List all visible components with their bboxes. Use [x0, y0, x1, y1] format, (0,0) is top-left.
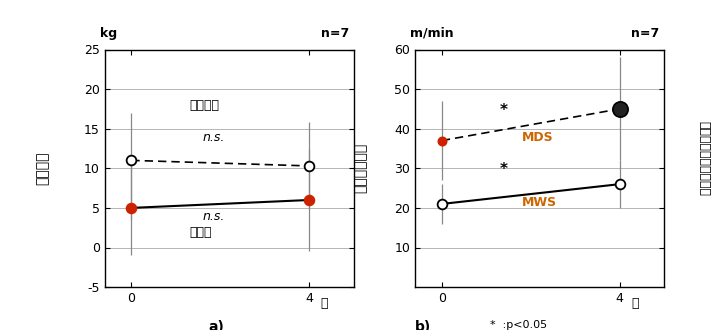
Text: 麺痺側: 麺痺側: [189, 226, 212, 239]
Text: *: *: [500, 162, 508, 177]
Text: 週: 週: [321, 297, 328, 310]
Text: *  :p<0.05: * :p<0.05: [490, 320, 547, 330]
Text: b): b): [415, 320, 432, 330]
Text: n=7: n=7: [321, 27, 349, 40]
Text: 足澕ぎ車椅子走行速度: 足澕ぎ車椅子走行速度: [697, 121, 710, 196]
Text: *: *: [500, 103, 508, 118]
Text: MDS: MDS: [522, 131, 554, 144]
Text: 非麺痺側: 非麺痺側: [189, 99, 219, 112]
Text: 最大歩行速度: 最大歩行速度: [353, 143, 367, 193]
Text: n.s.: n.s.: [203, 131, 225, 144]
Text: MWS: MWS: [522, 196, 557, 209]
Text: n=7: n=7: [631, 27, 659, 40]
Text: n.s.: n.s.: [203, 210, 225, 223]
Text: 週: 週: [631, 297, 638, 310]
Text: a): a): [209, 320, 225, 330]
Text: m/min: m/min: [410, 27, 454, 40]
Text: 膀伸展力: 膀伸展力: [35, 151, 49, 185]
Text: kg: kg: [100, 27, 117, 40]
